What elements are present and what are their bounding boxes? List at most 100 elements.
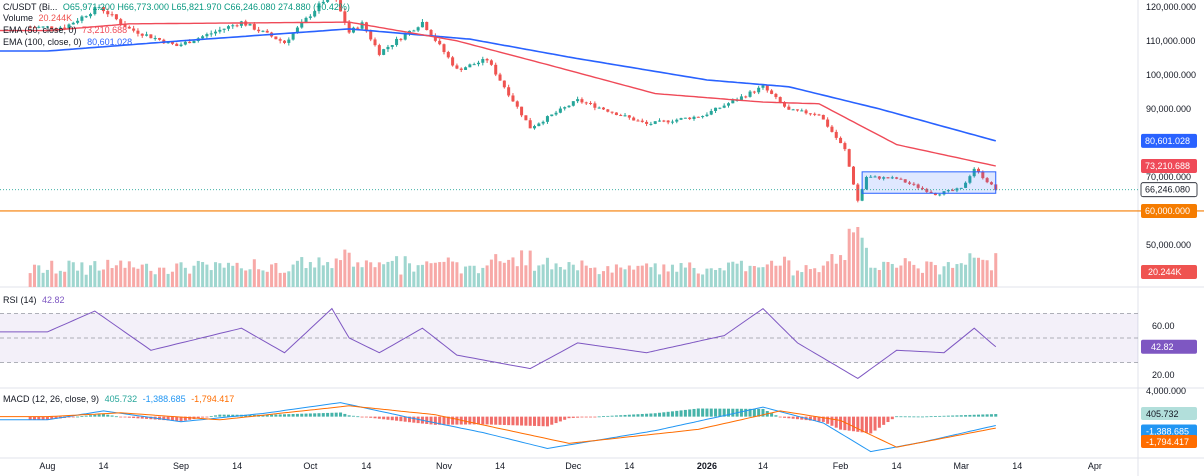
candle-body: [291, 33, 295, 40]
volume-bar: [54, 273, 58, 287]
macd-histogram-bar: [119, 416, 123, 418]
volume-bar: [489, 259, 493, 287]
ema50-label[interactable]: EMA (50, close, 0): [3, 25, 77, 35]
candle-body: [670, 121, 674, 123]
volume-bar: [662, 264, 666, 287]
macd-histogram-bar: [205, 416, 209, 418]
macd-histogram-bar: [28, 416, 32, 420]
candle-body: [688, 117, 692, 120]
macd-histogram-bar: [800, 416, 804, 420]
candle-body: [666, 120, 670, 123]
volume-bar: [106, 259, 110, 287]
macd-tag: [1141, 424, 1197, 438]
volume-bar: [326, 262, 330, 287]
volume-bar: [606, 266, 610, 287]
macd-histogram-bar: [76, 416, 80, 418]
volume-bar: [899, 265, 903, 287]
ema100-value: 80,601.028: [87, 37, 133, 47]
symbol-label[interactable]: C/USDT (Bi...: [3, 2, 58, 12]
volume-bar: [330, 268, 334, 287]
time-axis-tick: Sep: [173, 461, 189, 471]
candle-body: [783, 102, 787, 107]
volume-bar: [567, 262, 571, 287]
macd-histogram-bar: [106, 414, 110, 417]
volume-bar: [149, 270, 153, 287]
macd-histogram-bar: [877, 416, 881, 428]
time-axis-tick: Aug: [39, 461, 55, 471]
ema100-label[interactable]: EMA (100, close, 0): [3, 37, 82, 47]
time-axis-tick: 14: [98, 461, 108, 471]
macd-histogram-bar: [498, 416, 502, 425]
volume-bar: [718, 267, 722, 287]
volume-bar: [226, 262, 230, 287]
time-axis-tick: Nov: [436, 461, 453, 471]
rsi-tag: [1141, 339, 1197, 354]
candle-body: [938, 194, 942, 196]
candle-body: [416, 27, 420, 31]
time-axis-tick: Feb: [833, 461, 849, 471]
candle-body: [300, 22, 304, 28]
candle-body: [339, 0, 343, 12]
candle-body: [390, 45, 394, 47]
volume-bar: [826, 261, 830, 287]
volume-bar: [839, 255, 843, 287]
candle-body: [476, 62, 480, 65]
candle-body: [248, 24, 252, 26]
volume-bar: [528, 250, 532, 287]
volume-bar: [498, 261, 502, 287]
volume-bar: [32, 264, 36, 287]
candle-body: [528, 120, 532, 129]
volume-bar: [830, 254, 834, 287]
macd-histogram-bar: [903, 416, 907, 418]
volume-bar: [442, 261, 446, 287]
macd-histogram-bar: [313, 413, 317, 417]
macd-histogram-bar: [606, 415, 610, 417]
macd-histogram-bar: [464, 416, 468, 425]
macd-histogram-bar: [127, 416, 131, 418]
macd-histogram-bar: [71, 416, 75, 418]
candle-body: [231, 25, 235, 27]
volume-bar: [282, 272, 287, 287]
macd-histogram-bar: [425, 416, 429, 424]
candle-body: [653, 121, 657, 124]
candle-body: [515, 101, 519, 107]
volume-bar: [196, 260, 200, 287]
macd-tag-label: 405.732: [1146, 409, 1179, 419]
candle-body: [576, 99, 580, 102]
volume-bar: [972, 257, 976, 287]
macd-histogram-bar: [89, 415, 93, 417]
candle-body: [399, 38, 403, 40]
macd-histogram-bar: [942, 415, 946, 417]
macd-histogram-bar: [981, 414, 985, 417]
macd-histogram-bar: [675, 410, 679, 417]
macd-histogram-bar: [472, 416, 476, 425]
volume-bar: [162, 267, 166, 287]
macd-label[interactable]: MACD (12, 26, close, 9): [3, 394, 100, 404]
volume-bar: [369, 262, 373, 287]
macd-histogram-bar: [929, 416, 933, 418]
candle-body: [834, 131, 838, 138]
candle-body: [550, 114, 554, 117]
candle-body: [364, 22, 368, 32]
range-box[interactable]: [861, 171, 997, 194]
candle-body: [563, 107, 567, 109]
macd-histogram-bar: [390, 416, 394, 421]
volume-bar: [701, 274, 705, 287]
volume-bar: [597, 274, 601, 287]
volume-label[interactable]: Volume: [3, 13, 34, 23]
candle-body: [257, 29, 261, 32]
rsi-label[interactable]: RSI (14): [3, 295, 37, 305]
candle-body: [908, 182, 912, 184]
volume-bar: [692, 267, 696, 287]
candle-body: [498, 74, 502, 81]
macd-histogram-bar: [683, 409, 687, 417]
volume-bar: [683, 267, 687, 287]
candle-body: [955, 188, 959, 191]
candle-body: [67, 24, 71, 29]
macd-histogram-bar: [636, 414, 640, 417]
volume-bar: [468, 265, 472, 287]
macd-histogram-bar: [433, 416, 437, 425]
volume-bar: [623, 269, 627, 287]
volume-bar: [752, 266, 756, 287]
